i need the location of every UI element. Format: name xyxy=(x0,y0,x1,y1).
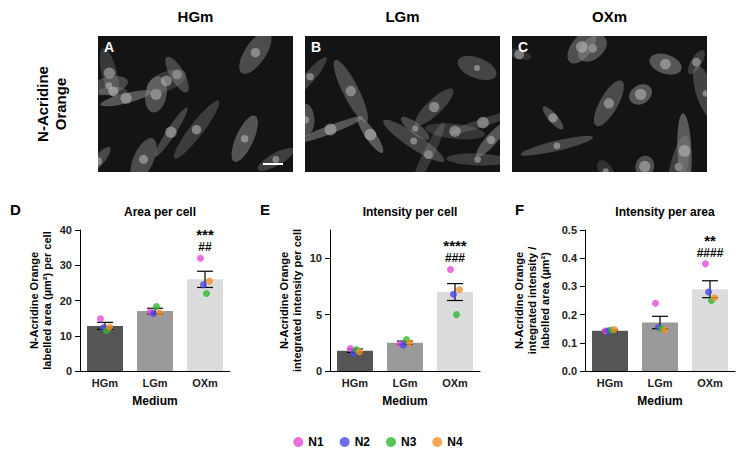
svg-text:10: 10 xyxy=(310,252,322,264)
svg-text:integrated intensity per cell: integrated intensity per cell xyxy=(291,229,303,372)
svg-text:0: 0 xyxy=(316,365,322,377)
svg-text:Medium: Medium xyxy=(382,394,427,408)
svg-text:Intensity per cell: Intensity per cell xyxy=(363,205,458,219)
svg-text:N-Acridine Orange: N-Acridine Orange xyxy=(278,252,290,349)
svg-text:**: ** xyxy=(704,232,716,249)
svg-text:0.0: 0.0 xyxy=(562,365,577,377)
svg-text:****: **** xyxy=(443,237,467,254)
svg-text:A: A xyxy=(104,39,114,55)
svg-text:F: F xyxy=(515,201,524,218)
svg-text:D: D xyxy=(10,201,21,218)
svg-text:B: B xyxy=(311,39,321,55)
svg-text:0.5: 0.5 xyxy=(562,224,577,236)
svg-text:5: 5 xyxy=(316,309,322,321)
svg-text:N4: N4 xyxy=(447,435,463,449)
svg-text:labelled area (µm²) per cell: labelled area (µm²) per cell xyxy=(41,231,53,369)
svg-text:LGm: LGm xyxy=(142,377,167,389)
svg-text:N3: N3 xyxy=(401,435,417,449)
svg-text:0: 0 xyxy=(66,365,72,377)
svg-text:OXm: OXm xyxy=(697,377,723,389)
svg-text:OXm: OXm xyxy=(592,8,627,25)
svg-text:HGm: HGm xyxy=(342,377,369,389)
svg-text:30: 30 xyxy=(60,259,72,271)
svg-text:20: 20 xyxy=(60,295,72,307)
svg-text:N1: N1 xyxy=(308,435,324,449)
svg-text:Intensity per area: Intensity per area xyxy=(615,205,715,219)
svg-text:labelled area (µm²): labelled area (µm²) xyxy=(539,252,551,349)
svg-text:N2: N2 xyxy=(355,435,371,449)
svg-text:0.3: 0.3 xyxy=(562,280,577,292)
svg-text:C: C xyxy=(518,39,528,55)
svg-text:N-Acridine Orange: N-Acridine Orange xyxy=(28,252,40,349)
svg-text:10: 10 xyxy=(60,330,72,342)
svg-text:N-Acridine Orange: N-Acridine Orange xyxy=(513,252,525,349)
svg-text:Medium: Medium xyxy=(637,394,682,408)
svg-text:Area per cell: Area per cell xyxy=(124,205,196,219)
svg-text:0.1: 0.1 xyxy=(562,337,577,349)
svg-text:0.4: 0.4 xyxy=(562,252,578,264)
svg-text:HGm: HGm xyxy=(92,377,119,389)
svg-text:LGm: LGm xyxy=(647,377,672,389)
svg-text:Medium: Medium xyxy=(132,394,177,408)
svg-text:LGm: LGm xyxy=(392,377,417,389)
svg-text:0.2: 0.2 xyxy=(562,309,577,321)
svg-text:integrated intensity /: integrated intensity / xyxy=(526,247,538,355)
svg-text:N-AcridineOrange: N-AcridineOrange xyxy=(34,66,69,142)
svg-text:OXm: OXm xyxy=(442,377,468,389)
svg-text:40: 40 xyxy=(60,224,72,236)
svg-text:HGm: HGm xyxy=(178,8,214,25)
svg-text:OXm: OXm xyxy=(192,377,218,389)
svg-text:***: *** xyxy=(196,226,214,243)
svg-text:LGm: LGm xyxy=(385,8,419,25)
svg-text:E: E xyxy=(260,201,270,218)
svg-text:HGm: HGm xyxy=(597,377,624,389)
